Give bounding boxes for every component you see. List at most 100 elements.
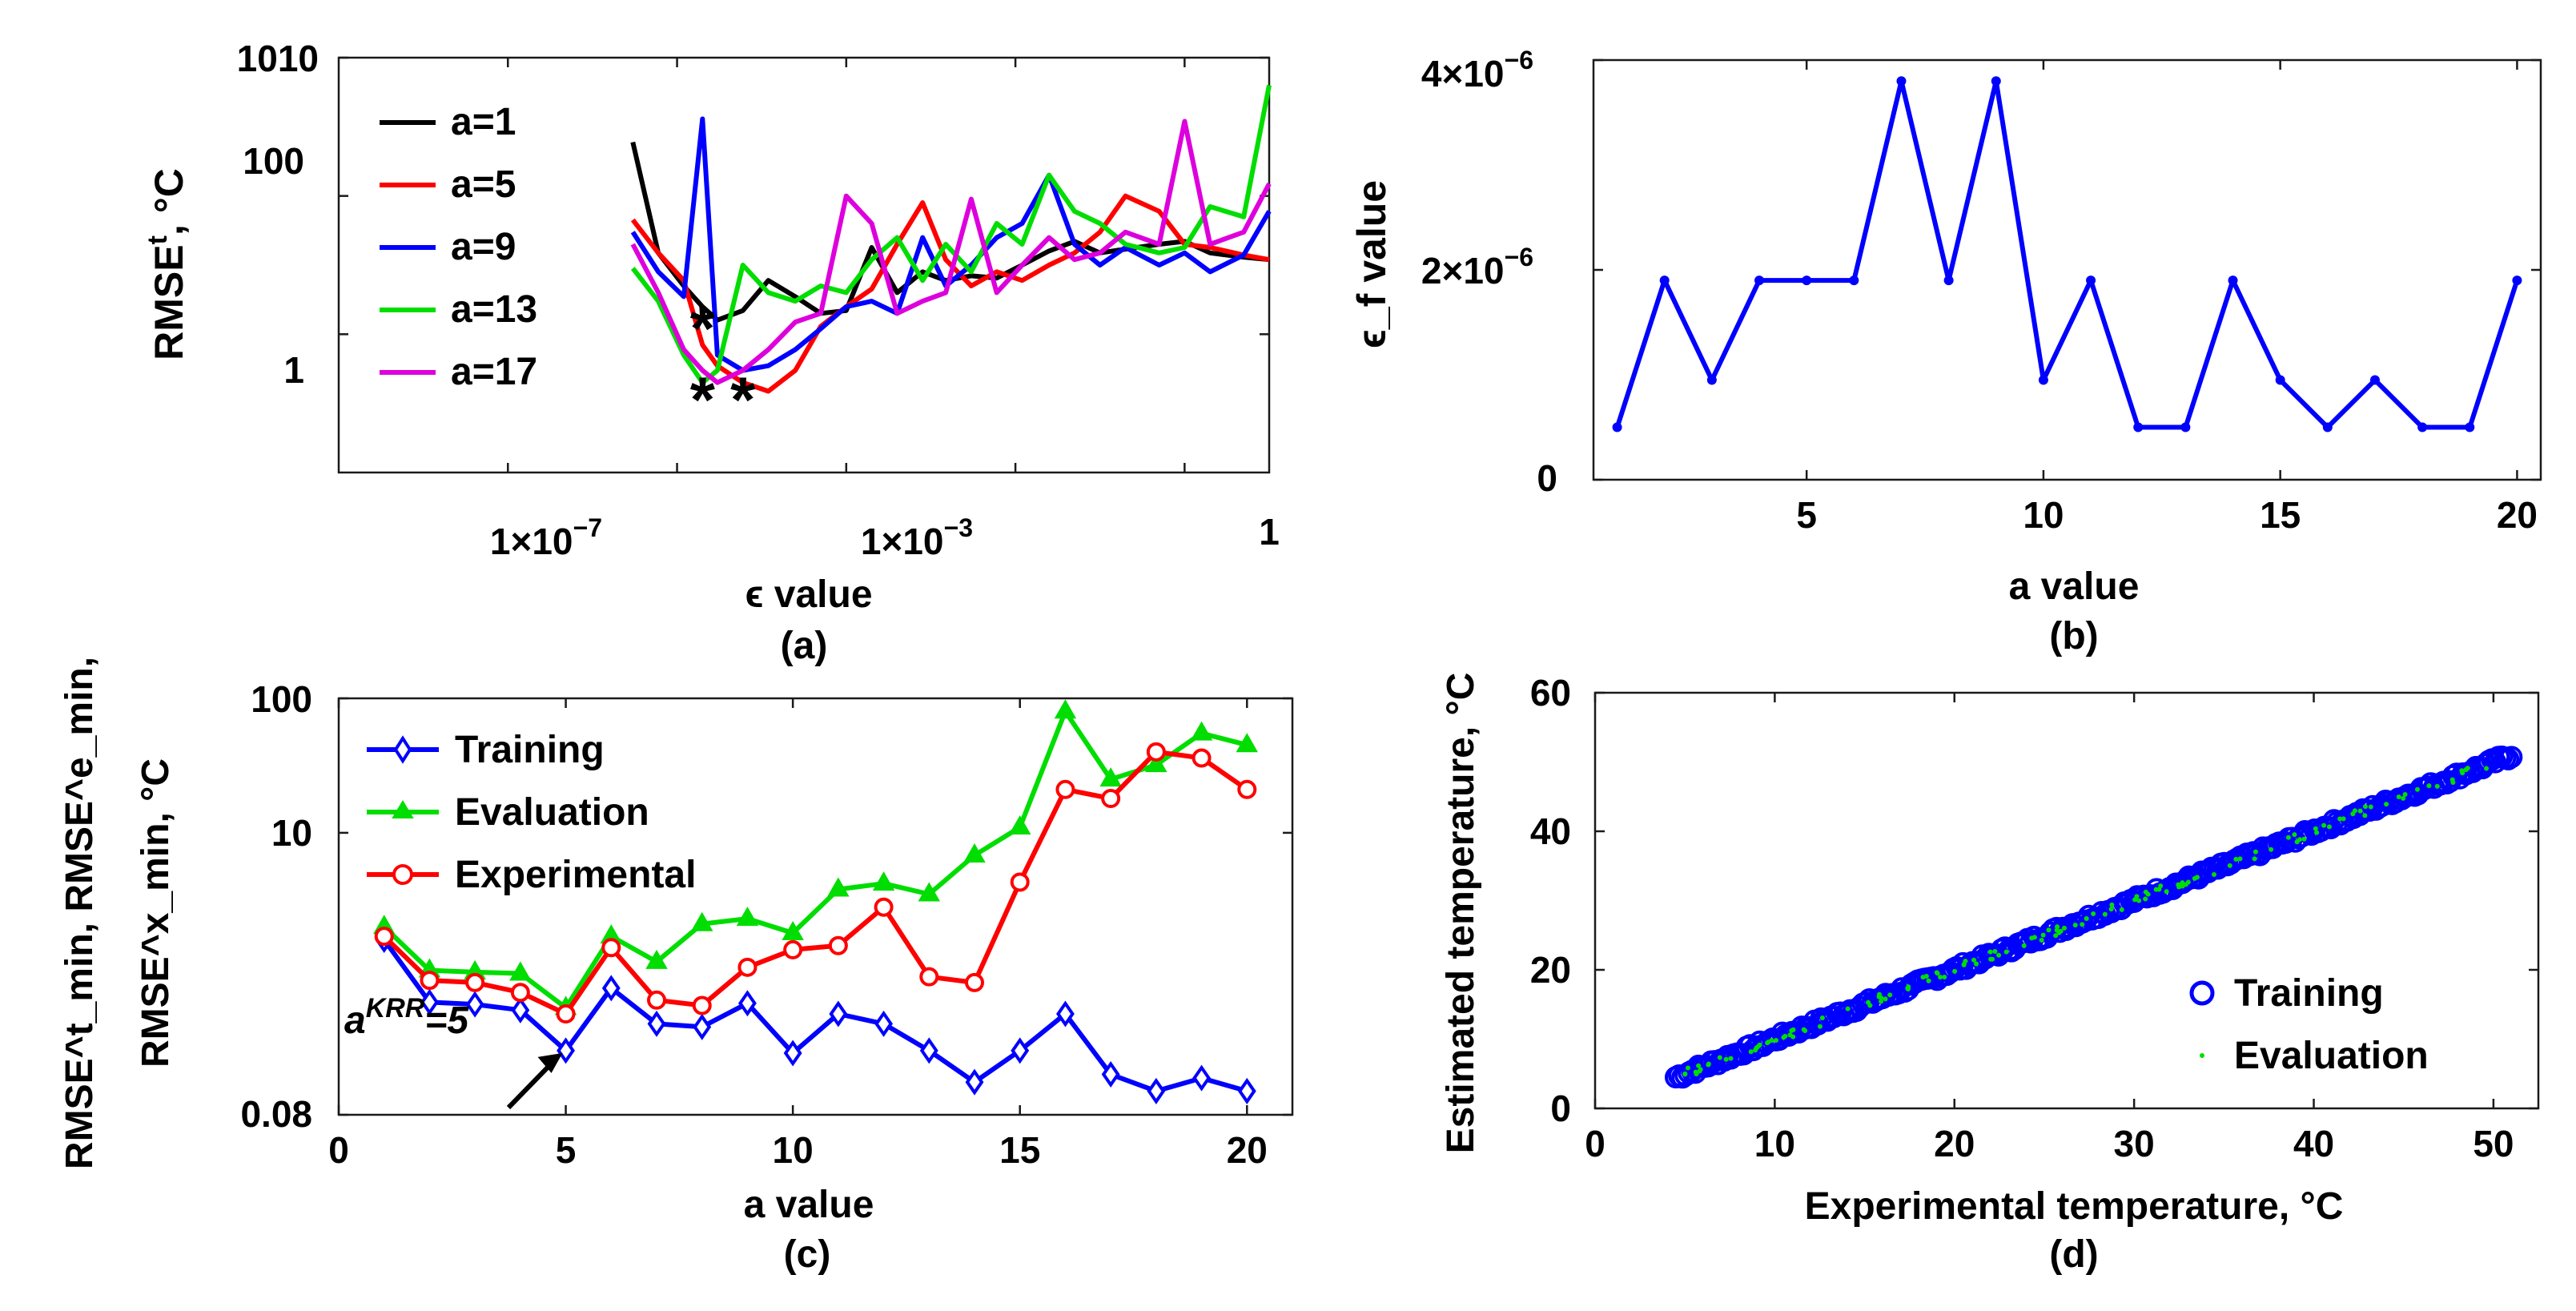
series-c-0-point-7: [693, 1013, 712, 1040]
series-a-line-0: [630, 141, 1270, 323]
evaluation-point: [1992, 948, 1998, 954]
evaluation-point: [2314, 830, 2320, 835]
series-a: [630, 84, 1272, 394]
xtick-label-c-3: 15: [999, 1129, 1040, 1171]
series-c-0-point-18: [1192, 1064, 1212, 1092]
evaluation-point: [1845, 1006, 1851, 1011]
ytick-label-c-0.08: 0.08: [240, 1093, 312, 1135]
series-c-2-point-15: [1055, 779, 1075, 799]
series-c-1-point-13: [963, 843, 986, 863]
series-c-1-point-19: [1236, 733, 1259, 753]
ticks-b: [1593, 58, 2541, 481]
series-c-2-point-14: [1010, 872, 1030, 892]
series-c-0-point-12: [919, 1037, 938, 1064]
evaluation-point: [2145, 891, 2151, 897]
series-b-point-6: [1896, 76, 1907, 86]
series-b-point-17: [2417, 422, 2428, 432]
ytick-label-b-4e-6: 4×10−6: [1421, 46, 1533, 95]
evaluation-point: [2180, 880, 2185, 886]
series-c-2-point-17: [1146, 742, 1166, 762]
xtick-label-c-2: 10: [773, 1129, 814, 1171]
series-c-0-point-6: [647, 1010, 666, 1037]
series-b-point-9: [2038, 375, 2048, 385]
evaluation-point: [2108, 907, 2114, 912]
series-c-0-point-5: [601, 975, 621, 1002]
xtick-label-d-0: 0: [1585, 1123, 1605, 1164]
evaluation-point: [1934, 970, 1939, 975]
evaluation-point: [2321, 822, 2327, 828]
evaluation-point: [2396, 794, 2401, 800]
evaluation-point: [2143, 896, 2148, 902]
evaluation-point: [1887, 992, 1893, 998]
evaluation-point: [2414, 786, 2420, 792]
series-c-2-point-8: [737, 957, 758, 977]
evaluation-point: [1987, 949, 1993, 955]
series-c-0-point-4: [557, 1037, 576, 1064]
legend-a-label-3: a=13: [451, 288, 537, 331]
evaluation-point: [2180, 883, 2185, 889]
ticks-d: [1593, 691, 2538, 1110]
evaluation-point: [1728, 1056, 1734, 1061]
panel-label-b: (b): [2049, 615, 2098, 658]
evaluation-point: [2362, 813, 2368, 818]
series-c-1-point-12: [918, 882, 941, 902]
annotation-c-arrow: [506, 1058, 557, 1110]
series-c-1-point-7: [690, 911, 713, 931]
x-axis-label-d: Experimental temperature, °C: [1805, 1185, 2344, 1228]
annotation-a-star-0: *: [690, 293, 716, 364]
evaluation-point: [2368, 804, 2373, 810]
axes-frame-c: [337, 697, 1294, 1116]
series-c-0-point-3: [511, 996, 530, 1023]
evaluation-point: [2426, 783, 2432, 789]
series-c-2-point-12: [919, 967, 939, 987]
series-b-point-8: [1991, 76, 2001, 86]
xtick-label-a-1e-7: 1×10−7: [490, 513, 602, 562]
series-c-2-point-0: [374, 927, 394, 947]
annotation-a-star-2: *: [730, 364, 756, 435]
evaluation-point: [2484, 766, 2490, 771]
ytick-label-c-10: 10: [271, 812, 312, 854]
xtick-labels-b: 5 10 15 20: [1796, 494, 2538, 536]
evaluation-point: [1920, 975, 1926, 980]
series-c-line-0: [382, 938, 1248, 1094]
axes-frame-b: [1592, 58, 2542, 481]
evaluation-point: [2194, 875, 2200, 880]
training-point: [2500, 746, 2523, 769]
evaluation-point: [1706, 1061, 1711, 1067]
xtick-label-c-1: 5: [556, 1129, 577, 1171]
evaluation-point: [1757, 1042, 1762, 1048]
series-b-point-2: [1706, 375, 1717, 385]
training-point: [2445, 762, 2468, 786]
panel-a: ** * 1 100 1010 1×10−7 1×10−3 1 ϵ value (…: [143, 38, 1280, 667]
series-b-point-10: [2086, 275, 2096, 286]
evaluation-point: [2102, 911, 2108, 917]
evaluation-point: [2185, 879, 2191, 885]
evaluation-point: [2297, 837, 2302, 842]
series-c-1-point-10: [827, 877, 850, 897]
xtick-label-a-1e-3: 1×10−3: [861, 513, 973, 562]
evaluation-point: [1682, 1072, 1688, 1077]
xtick-label-b-2: 15: [2260, 494, 2301, 536]
y-axis-label-c-line1: RMSE^t_min, RMSE^e_min,: [58, 657, 101, 1169]
evaluation-point: [1952, 968, 1958, 974]
series-b-point-16: [2369, 375, 2380, 385]
series-b-point-4: [1802, 275, 1812, 286]
series-c-1-point-6: [645, 949, 668, 969]
evaluation-point: [1996, 952, 2002, 958]
evaluation-point: [2061, 925, 2067, 931]
series-c-0-point-1: [420, 988, 439, 1015]
evaluation-point: [1685, 1065, 1690, 1071]
ytick-labels-d: 0 20 40 60: [1530, 672, 1571, 1129]
evaluation-point: [2337, 816, 2343, 822]
evaluation-point: [1697, 1068, 1702, 1074]
evaluation-point: [2401, 795, 2406, 801]
series-b-point-18: [2465, 422, 2475, 432]
xtick-label-b-1: 10: [2023, 494, 2064, 536]
evaluation-point: [2176, 884, 2182, 890]
series-a-line-3: [630, 84, 1272, 385]
series-c-2-point-19: [1237, 779, 1257, 799]
xtick-label-b-0: 5: [1796, 494, 1817, 536]
evaluation-point: [1723, 1056, 1729, 1062]
evaluation-point: [1696, 1063, 1702, 1068]
